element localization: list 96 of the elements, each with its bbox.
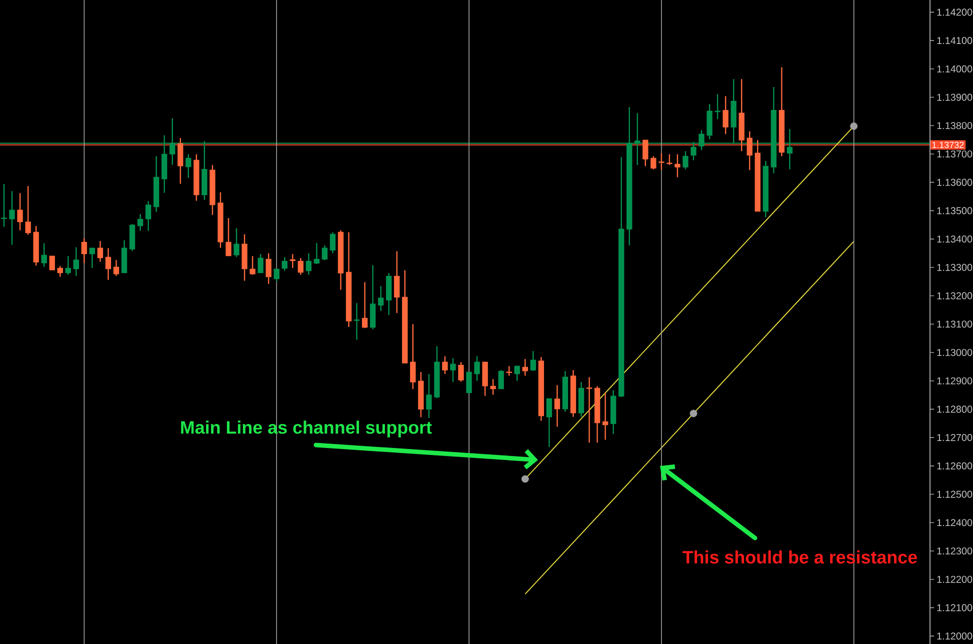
candlestick: [722, 96, 728, 135]
y-tick-label: 1.12500: [937, 490, 972, 498]
candlestick: [354, 302, 360, 340]
candlestick: [298, 257, 304, 276]
candlestick: [274, 268, 280, 282]
candlestick: [186, 154, 192, 178]
candlestick: [145, 200, 152, 232]
y-tick-label: 1.12200: [937, 576, 972, 583]
y-tick-label: 1.12100: [937, 604, 972, 612]
candlestick: [250, 255, 256, 276]
y-tick-label: 1.12700: [937, 434, 972, 442]
candlestick: [170, 118, 176, 166]
candlestick: [362, 282, 368, 329]
point: [850, 122, 858, 130]
candlestick: [474, 356, 480, 382]
candlestick: [666, 154, 672, 166]
point: [521, 475, 529, 483]
candlestick: [65, 255, 71, 276]
y-tick-label: 1.13300: [937, 264, 972, 271]
candlestick: [394, 250, 400, 314]
candlestick: [498, 369, 504, 390]
candlestick: [1, 183, 7, 228]
y-tick-label: 1.13700: [937, 150, 972, 158]
candlestick: [682, 150, 688, 170]
y-tick-label: 1.13600: [937, 178, 972, 186]
candlestick: [330, 232, 336, 254]
candlestick: [105, 248, 112, 280]
y-tick-label: 1.13200: [937, 292, 972, 300]
y-tick-label: 1.13100: [937, 320, 972, 328]
candlestick: [546, 398, 552, 448]
candlestick: [530, 350, 536, 372]
y-tick-label: 1.14200: [937, 8, 972, 16]
y-tick-label: 1.13000: [937, 348, 972, 356]
candlestick: [113, 259, 120, 277]
candlestick: [306, 252, 312, 276]
candlestick: [490, 378, 496, 396]
candlestick: [522, 358, 528, 376]
y-tick-label: 1.13400: [937, 236, 972, 243]
candlestick: [458, 362, 464, 382]
candlestick: [226, 217, 232, 256]
candlestick: [57, 265, 63, 278]
candlestick: [690, 141, 696, 161]
candlestick: [81, 238, 88, 264]
candlestick: [266, 252, 272, 284]
y-tick-label: 1.13900: [937, 94, 972, 101]
y-tick-label: 1.12800: [937, 406, 972, 413]
candlestick: [322, 244, 328, 261]
ref-line-label: 1.13732: [932, 142, 964, 148]
candlestick: [234, 228, 240, 258]
candlestick: [386, 272, 392, 316]
candlestick: [49, 255, 55, 271]
candlestick: [674, 154, 680, 178]
y-tick-label: 1.13800: [937, 122, 972, 130]
candlestick: [642, 139, 648, 167]
candlestick: [442, 356, 448, 375]
point: [690, 410, 698, 418]
candlestick: [698, 130, 704, 151]
y-tick-label: 1.12400: [937, 519, 972, 526]
candlestick: [482, 362, 488, 396]
candlestick: [514, 365, 520, 382]
candlestick: [137, 213, 144, 232]
candlestick: [282, 256, 288, 272]
candlestick: [450, 358, 456, 383]
candlestick: [746, 130, 752, 171]
candlestick: [178, 137, 184, 184]
candlestick: [426, 373, 432, 419]
candlestick: [466, 371, 472, 394]
candlestick: [786, 128, 793, 170]
candlestick: [25, 185, 31, 236]
candlestick: [89, 248, 96, 269]
candlestick: [9, 190, 15, 246]
candlestick: [17, 192, 23, 231]
candlestick: [602, 392, 608, 440]
y-tick-label: 1.12000: [937, 632, 972, 640]
y-tick-label: 1.12900: [937, 377, 972, 384]
candlestick: [290, 253, 296, 269]
y-tick-label: 1.12600: [937, 462, 972, 470]
candlestick: [554, 384, 560, 428]
candlestick: [73, 246, 79, 277]
candlestick: [506, 365, 512, 376]
y-tick-label: 1.13500: [937, 207, 972, 214]
candlestick: [314, 242, 320, 265]
candlestick: [410, 324, 416, 390]
y-tick-label: 1.12300: [937, 547, 972, 555]
candlestick: [370, 264, 376, 330]
candlestick: [650, 156, 656, 170]
y-tick-label: 1.14100: [937, 37, 972, 44]
candlestick: [378, 286, 384, 312]
candlestick: [586, 376, 592, 444]
candlestick: [97, 240, 104, 262]
candlestick: [658, 152, 664, 171]
candlestick: [258, 253, 264, 274]
candlestick: [634, 112, 640, 166]
candlestick: [41, 242, 47, 268]
candlestick: [129, 223, 136, 252]
y-tick-label: 1.14000: [937, 65, 972, 72]
